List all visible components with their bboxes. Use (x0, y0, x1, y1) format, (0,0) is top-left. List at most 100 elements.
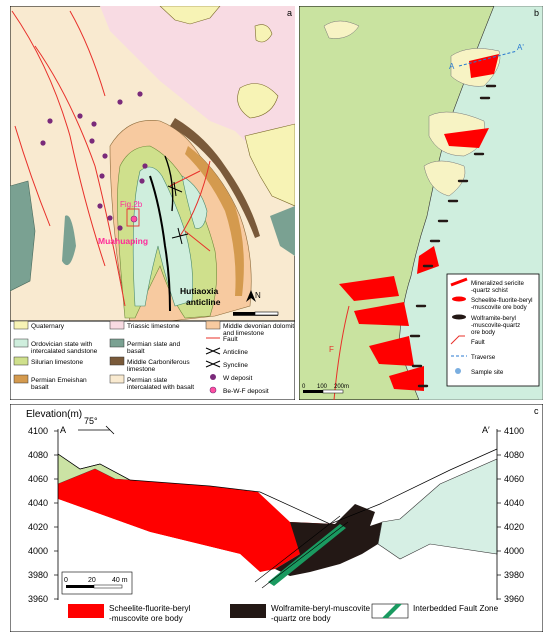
elevation-label-right: 4020 (504, 522, 524, 532)
legend-a-label-2: intercalated with basalt (127, 384, 194, 391)
legend-b-label-2: -quartz schist (471, 287, 508, 294)
elevation-label-left: 3960 (28, 594, 48, 604)
legend-a-swatch (109, 338, 125, 348)
legend-a-swatch (13, 374, 29, 384)
panel-a-geological-map: a Fig.2b Muahuaping Hutiaoxia anticline … (9, 5, 298, 401)
legend-a-label-2: intercalated sandstone (31, 348, 98, 355)
legend-fold-symbol (205, 347, 221, 355)
legend-a-label: Middle Carboniferous (127, 359, 190, 366)
legend-b-label-2: -muscovite-quartz (471, 322, 520, 329)
legend-w-deposit-symbol (210, 374, 216, 380)
panel-c-letter: c (534, 406, 539, 416)
legend-a-label: Syncline (223, 362, 248, 369)
legend-a-swatch (13, 338, 29, 348)
legend-a-label: Fault (223, 336, 238, 343)
legend-c-label: Interbedded Fault Zone (413, 604, 499, 613)
legend-c-label: Wolframite-beryl-muscovite (271, 604, 370, 613)
legend-b-label: Fault (471, 339, 485, 346)
a-traverse-label: A (449, 62, 455, 71)
elevation-label-left: 4100 (28, 426, 48, 436)
scale-c-mid: 20 (88, 577, 96, 584)
legend-a-swatch (205, 320, 221, 330)
scale-b-zero: 0 (302, 384, 306, 390)
elevation-label-right: 4040 (504, 498, 524, 508)
north-label: N (255, 291, 261, 300)
legend-b-schist-symbol (450, 277, 468, 287)
legend-c-label-2: -quartz ore body (271, 614, 332, 623)
legend-a-label: Be-W-F deposit (223, 388, 269, 395)
legend-a-label-2: basalt (31, 384, 49, 391)
elevation-label-right: 3960 (504, 594, 524, 604)
map-a: a Fig.2b Muahuaping Hutiaoxia anticline … (9, 5, 296, 329)
elevation-label-right: 4080 (504, 450, 524, 460)
legend-c-label: Scheelite-fluorite-beryl (109, 604, 191, 613)
elevation-label-right: 4000 (504, 546, 524, 556)
legend-b-red-ore-symbol (452, 296, 466, 302)
dip-label: 75° (84, 416, 98, 426)
legend-a-label: Ordovician state with (31, 341, 93, 348)
legend-a-label-2: and limestone (223, 330, 264, 337)
elevation-title: Elevation(m) (26, 409, 82, 420)
legend-c-fault-mark (382, 604, 402, 618)
elevation-label-right: 4100 (504, 426, 524, 436)
legend-c-swatch (230, 604, 266, 618)
legend-b-label: Wolframite-beryl (471, 315, 516, 322)
elevation-label-right: 3980 (504, 570, 524, 580)
panel-c-svg: 4100 4100 4080 4080 4060 4060 4040 4040 4020 4020… (9, 403, 544, 633)
panel-b-svg: A A' F b 0 100 200m Mineralized sericite… (298, 5, 544, 401)
legend-a-swatch (109, 356, 125, 366)
place-label: Muahuaping (98, 236, 148, 246)
panel-c-cross-section: 4100 4100 4080 4080 4060 4060 4040 4040 4020 4020… (9, 403, 544, 633)
legend-a-label: Permian Emeishan (31, 377, 87, 384)
a-prime-traverse-label: A' (517, 43, 524, 52)
legend-b-label-2: -muscovite ore body (471, 304, 528, 311)
legend-a-swatch (109, 320, 125, 330)
elevation-label-right: 4060 (504, 474, 524, 484)
legend-fold-symbol (205, 360, 221, 368)
elevation-label-left: 4060 (28, 474, 48, 484)
legend-a-swatch (13, 356, 29, 366)
legend-c-swatch (68, 604, 104, 618)
left-end-label: A (60, 425, 66, 435)
scale-b-end: 200m (334, 384, 349, 390)
panel-a-svg: a Fig.2b Muahuaping Hutiaoxia anticline … (9, 5, 298, 401)
legend-a-label: Permian slate (127, 377, 168, 384)
legend-a-label: Quaternary (31, 323, 65, 330)
panel-b-detail-map: A A' F b 0 100 200m Mineralized sericite… (298, 5, 544, 401)
legend-b-sample-symbol (455, 368, 461, 374)
elevation-label-left: 4000 (28, 546, 48, 556)
legend-a-label-2: basalt (127, 348, 145, 355)
scale-b-mid: 100 (317, 384, 328, 390)
legend-a-label: Middle devonian dolomite (223, 323, 295, 330)
legend-a-label: Triassic limestone (127, 323, 180, 330)
anticline-label-1: Hutiaoxia (180, 286, 219, 296)
legend-b-fault-symbol (450, 335, 465, 345)
elevation-label-left: 3980 (28, 570, 48, 580)
legend-a-label: Anticline (223, 349, 248, 356)
legend-a-label: Permian slate and (127, 341, 180, 348)
elevation-label-left: 4020 (28, 522, 48, 532)
legend-a-label: W deposit (223, 375, 252, 382)
legend-b-label-3: ore body (471, 329, 496, 336)
fault-f-label: F (329, 345, 334, 354)
legend-b-black-ore-symbol (452, 314, 466, 320)
elevation-label-left: 4080 (28, 450, 48, 460)
scale-c-end: 40 m (112, 577, 128, 584)
scale-c-zero: 0 (64, 577, 68, 584)
legend-a-swatch (109, 374, 125, 384)
panel-b-letter: b (534, 8, 539, 18)
legend-b-label: Mineralized sericite (471, 280, 525, 287)
legend-bewf-symbol (209, 386, 217, 394)
anticline-label-2: anticline (186, 297, 221, 307)
right-end-label: A′ (482, 425, 490, 435)
legend-a-label-2: limestone (127, 366, 156, 373)
elevation-label-left: 4040 (28, 498, 48, 508)
legend-a: Quaternary Triassic limestone Middle devon… (9, 320, 298, 401)
legend-b-label: Scheelite-fluorite-beryl (471, 297, 533, 304)
legend-b-label: Sample site (471, 369, 504, 376)
legend-b-label: Traverse (471, 354, 496, 361)
legend-a-swatch (13, 320, 29, 330)
panel-a-letter: a (287, 8, 292, 18)
fig-ref-label: Fig.2b (120, 200, 143, 209)
legend-a-label: Silurian limestone (31, 359, 83, 366)
